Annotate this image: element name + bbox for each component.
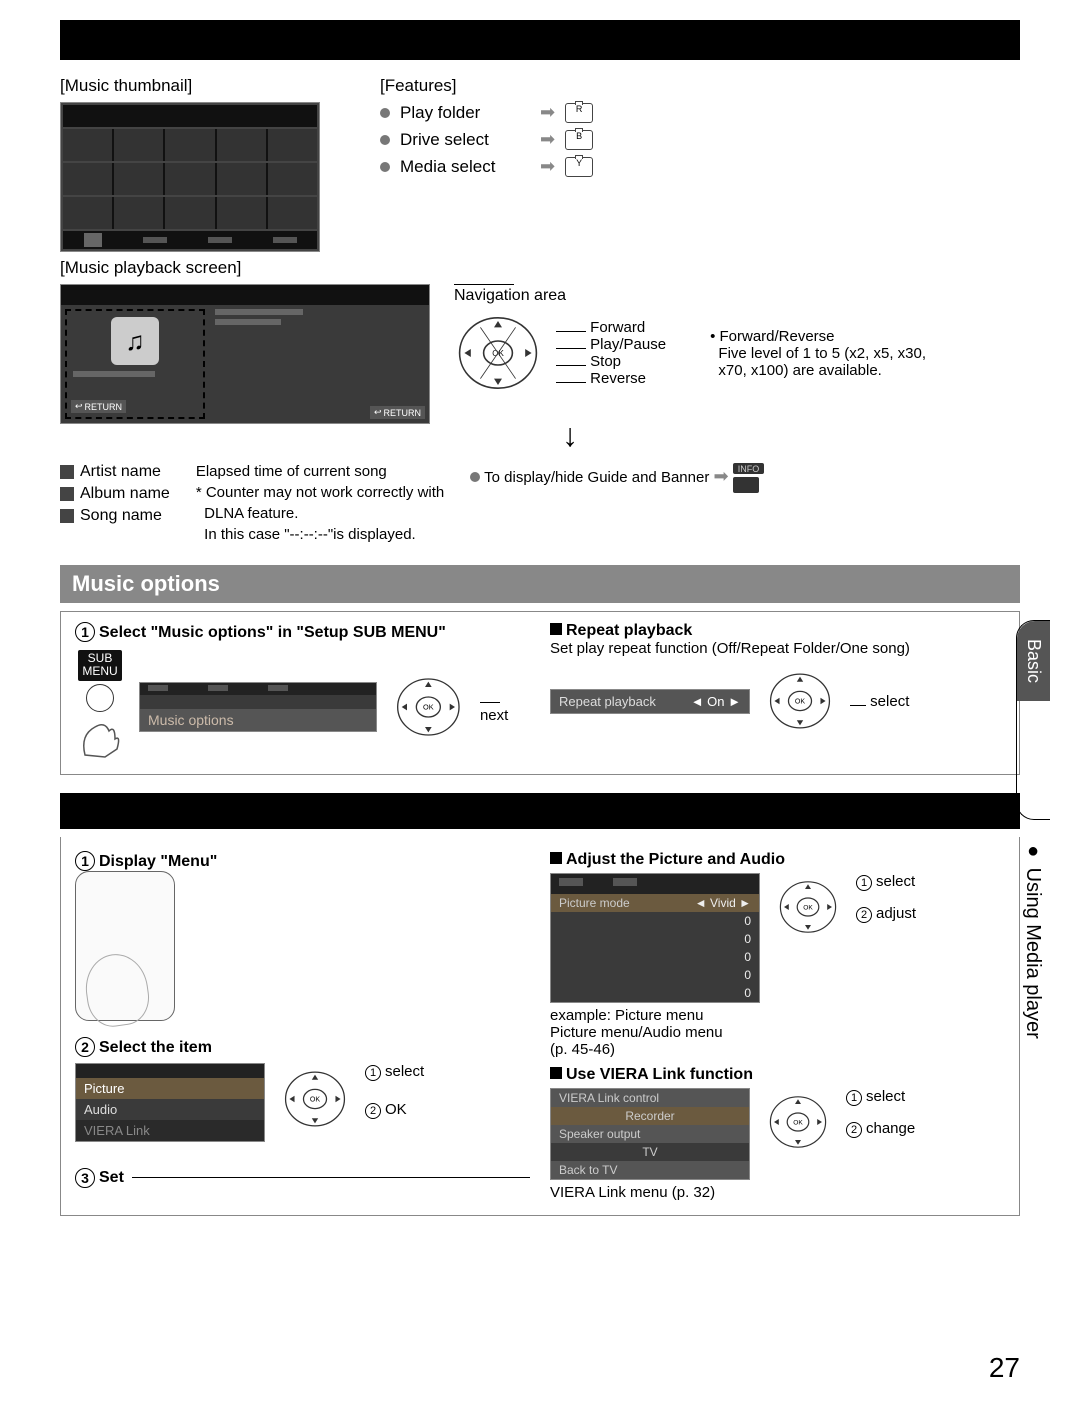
picture-audio-header xyxy=(60,793,1020,829)
info-pill: INFO xyxy=(733,463,765,474)
dpad-icon: OK xyxy=(395,672,462,742)
display-menu-step: 1Display "Menu" xyxy=(75,851,530,871)
picture-example: example: Picture menu Picture menu/Audio… xyxy=(550,1007,1005,1058)
return-chip-2: ↩RETURN xyxy=(370,406,425,419)
top-black-bar xyxy=(60,20,1020,60)
feature-play-folder: Play folder ➡ R xyxy=(380,102,593,123)
remote-icon xyxy=(75,871,175,1021)
down-arrow-icon: ↓ xyxy=(120,426,1020,445)
feature-media-select: Media select ➡ Y xyxy=(380,156,593,177)
key-r-icon: R xyxy=(565,103,593,123)
viera-link-header: Use VIERA Link function xyxy=(550,1066,1005,1084)
viera-link-box: VIERA Link control Recorder Speaker outp… xyxy=(550,1088,750,1180)
main-menu-box: Picture Audio VIERA Link xyxy=(75,1063,265,1142)
page-number: 27 xyxy=(989,1352,1020,1384)
dpad-icon: OK xyxy=(458,313,538,393)
elapsed-note: Elapsed time of current song * Counter m… xyxy=(196,459,444,547)
side-tab: Basic xyxy=(1016,620,1050,820)
nav-area-label: Navigation area xyxy=(454,287,926,305)
adjust-picture-audio-header: Adjust the Picture and Audio xyxy=(550,851,1005,869)
picture-settings-box: Picture mode◄ Vivid ► 0 0 0 0 0 xyxy=(550,873,760,1003)
meta-fields: Artist name Album name Song name xyxy=(60,459,170,547)
music-note-icon: ♫ xyxy=(111,317,159,365)
side-text: ● Using Media player xyxy=(1021,840,1044,1039)
select-change-legend: 1select 2change xyxy=(846,1088,915,1138)
key-y-icon: Y xyxy=(565,157,593,177)
feature-drive-select: Drive select ➡ B xyxy=(380,129,593,150)
playback-screen: ♫ ↩RETURN ↩RETURN xyxy=(60,284,430,424)
music-thumbnail-label: [Music thumbnail] xyxy=(60,76,320,96)
set-step: 3Set xyxy=(75,1168,530,1188)
next-label: next xyxy=(480,690,530,724)
guide-banner-note: To display/hide Guide and Banner ➡ INFO xyxy=(470,459,764,547)
return-chip-1: ↩RETURN xyxy=(71,400,126,413)
dpad-legend: Forward Play/Pause Stop Reverse xyxy=(556,319,666,387)
repeat-desc: Set play repeat function (Off/Repeat Fol… xyxy=(550,640,1005,657)
select-adjust-legend: 1select 2adjust xyxy=(856,873,916,923)
svg-text:OK: OK xyxy=(310,1096,320,1103)
speed-note: • Forward/Reverse Five level of 1 to 5 (… xyxy=(710,328,926,379)
svg-text:OK: OK xyxy=(793,1119,803,1126)
step-select-music-options: 1Select "Music options" in "Setup SUB ME… xyxy=(75,622,530,642)
svg-text:OK: OK xyxy=(423,703,434,712)
viera-ref: VIERA Link menu (p. 32) xyxy=(550,1184,1005,1201)
select-label: select xyxy=(850,693,909,710)
repeat-playback-header: Repeat playback xyxy=(550,622,1005,640)
playback-screen-label: [Music playback screen] xyxy=(60,258,1020,278)
dpad-icon: OK xyxy=(768,1092,828,1152)
select-ok-legend: 1select 2OK xyxy=(365,1063,424,1119)
select-item-step: 2Select the item xyxy=(75,1037,530,1057)
dpad-icon: OK xyxy=(283,1067,347,1131)
music-thumbnail-grid xyxy=(60,102,320,252)
dpad-icon: OK xyxy=(768,669,832,733)
music-options-header: Music options xyxy=(60,565,1020,603)
key-b-icon: B xyxy=(565,130,593,150)
remote-button-icon xyxy=(86,684,114,712)
svg-text:OK: OK xyxy=(803,904,813,911)
repeat-setting-box: Repeat playback ◄ On ► xyxy=(550,689,750,714)
dpad-icon: OK xyxy=(778,877,838,937)
hand-icon xyxy=(75,715,125,759)
sub-menu-pill: SUBMENU xyxy=(78,650,121,680)
features-label: [Features] xyxy=(380,76,593,96)
svg-text:OK: OK xyxy=(795,699,805,706)
setup-submenu-box: Music options xyxy=(139,682,377,732)
